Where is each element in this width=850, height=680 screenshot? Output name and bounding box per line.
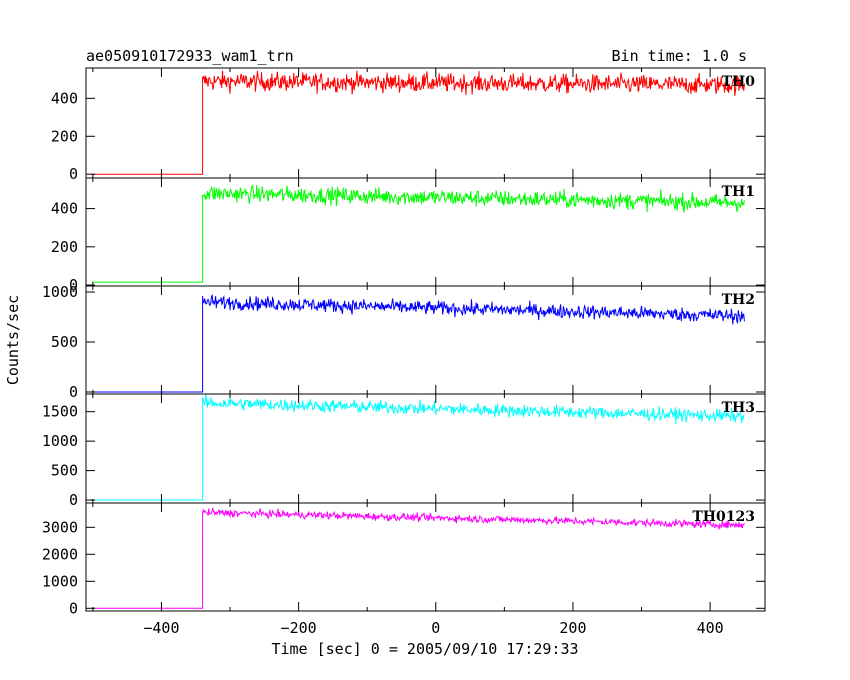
y-axis-label: Counts/sec: [4, 295, 22, 385]
series-line-th0123: [92, 507, 745, 609]
y-tick-label: 1000: [42, 283, 78, 301]
panel-th1: 0 200 400 TH1: [51, 177, 766, 294]
y-tick-label: 1500: [42, 403, 78, 421]
y-tick-label: 0: [69, 165, 78, 183]
x-tick-label: −400: [143, 619, 179, 637]
panel-th2: 0 500 1000 TH2: [42, 283, 766, 401]
series-line-th2: [92, 293, 745, 393]
x-tick-label: 400: [697, 619, 724, 637]
x-tick-label: −200: [281, 619, 317, 637]
x-tick-label: 0: [431, 619, 440, 637]
panel-th3: 0 500 1000 1500 TH3: [42, 393, 766, 509]
panel-th0123: 0 1000 2000 3000 TH0123: [42, 502, 766, 617]
x-tick-label: 200: [559, 619, 586, 637]
y-tick-label: 3000: [42, 518, 78, 536]
panels-group: 0 200 400 TH0 0 200 400 TH1 0 500 1000 TH2 0 500 1000 1…: [42, 67, 766, 617]
y-tick-label: 0: [69, 383, 78, 401]
panel-frame: [85, 285, 766, 395]
y-tick-label: 0: [69, 599, 78, 617]
y-tick-label: 1000: [42, 432, 78, 450]
panel-frame: [85, 177, 766, 287]
y-tick-label: 400: [51, 89, 78, 107]
panel-label-th1: TH1: [722, 184, 755, 200]
panel-label-th3: TH3: [722, 400, 755, 416]
y-tick-label: 500: [51, 333, 78, 351]
x-axis: −400 −200 0 200 400: [143, 619, 723, 637]
y-tick-label: 500: [51, 462, 78, 480]
series-line-th0: [92, 70, 745, 175]
panel-label-th0123: TH0123: [692, 509, 755, 525]
series-line-th1: [92, 184, 745, 283]
y-tick-label: 400: [51, 200, 78, 218]
x-axis-label: Time [sec] 0 = 2005/09/10 17:29:33: [271, 640, 578, 658]
y-tick-label: 0: [69, 276, 78, 294]
y-tick-label: 200: [51, 238, 78, 256]
y-tick-label: 2000: [42, 545, 78, 563]
y-tick-label: 200: [51, 127, 78, 145]
panel-label-th2: TH2: [722, 292, 755, 308]
bin-time-label: Bin time: 1.0 s: [612, 47, 747, 65]
chart-title: ae050910172933_wam1_trn: [86, 47, 294, 65]
panel-frame: [85, 502, 766, 612]
panel-label-th0: TH0: [722, 74, 756, 90]
series-line-th3: [92, 394, 745, 501]
y-tick-label: 1000: [42, 572, 78, 590]
panel-th0: 0 200 400 TH0: [51, 67, 766, 183]
y-tick-label: 0: [69, 491, 78, 509]
